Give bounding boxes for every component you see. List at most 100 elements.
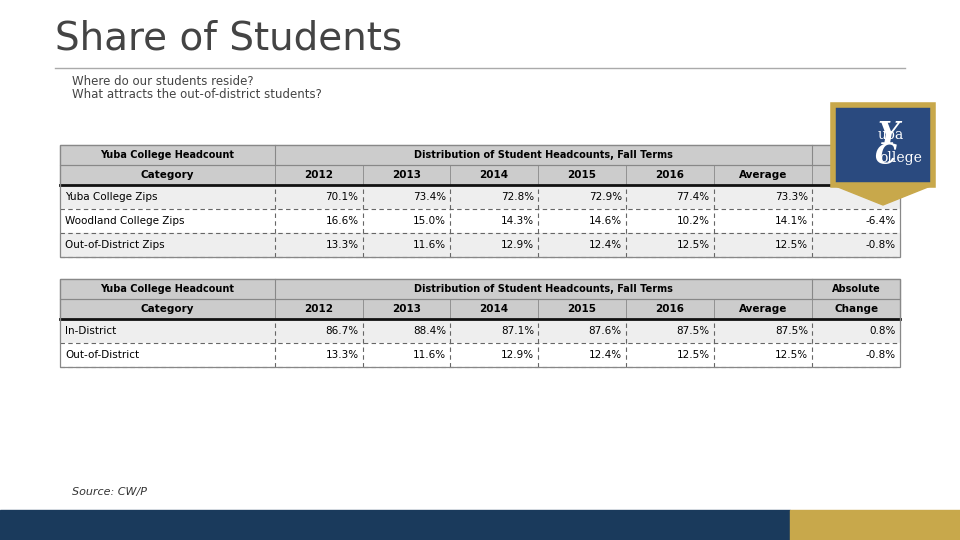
Text: Absolute: Absolute [831,284,880,294]
Text: 2016: 2016 [655,170,684,180]
Bar [363,299,450,319]
Bar [626,299,713,319]
Bar [833,105,933,185]
Text: In-District: In-District [65,326,116,336]
Bar [790,510,960,540]
Text: Yuba College Zips: Yuba College Zips [65,192,157,202]
Bar [60,145,275,165]
Polygon shape [833,185,933,205]
Text: Yuba College Headcount: Yuba College Headcount [101,284,234,294]
Text: 12.4%: 12.4% [588,350,622,360]
Bar [60,279,900,367]
Bar [275,279,812,299]
Text: 86.7%: 86.7% [325,326,358,336]
Bar [626,165,713,185]
Bar [60,279,275,299]
Bar [60,299,275,319]
Text: Average: Average [738,170,787,180]
Text: 73.3%: 73.3% [775,192,808,202]
Text: 11.6%: 11.6% [413,240,446,250]
Text: 7.3%: 7.3% [870,192,896,202]
Text: 14.6%: 14.6% [588,216,622,226]
Text: Y: Y [877,119,899,151]
Text: 87.5%: 87.5% [775,326,808,336]
Text: 12.5%: 12.5% [775,240,808,250]
Bar [450,299,538,319]
Bar [60,279,900,299]
Text: 2013: 2013 [392,304,420,314]
Text: 2013: 2013 [392,170,420,180]
Text: 77.4%: 77.4% [677,192,709,202]
Text: 2012: 2012 [304,170,333,180]
Text: Distribution of Student Headcounts, Fall Terms: Distribution of Student Headcounts, Fall… [414,284,673,294]
Text: 87.6%: 87.6% [588,326,622,336]
Text: 87.1%: 87.1% [501,326,534,336]
Bar [60,185,900,209]
Text: Share of Students: Share of Students [55,20,402,58]
Text: Change: Change [834,304,878,314]
Bar [60,233,900,257]
Text: 72.9%: 72.9% [588,192,622,202]
Bar [812,279,900,299]
Bar [713,165,812,185]
Bar [275,145,812,165]
Text: 12.5%: 12.5% [775,350,808,360]
Text: 2015: 2015 [567,304,596,314]
Text: 13.3%: 13.3% [325,350,358,360]
Bar [60,319,900,343]
Text: 87.5%: 87.5% [677,326,709,336]
Text: 2014: 2014 [480,304,509,314]
Text: 12.4%: 12.4% [588,240,622,250]
Text: 70.1%: 70.1% [325,192,358,202]
Bar [60,145,900,165]
Bar [713,299,812,319]
Text: 72.8%: 72.8% [501,192,534,202]
Text: Where do our students reside?: Where do our students reside? [72,75,253,88]
Bar [538,165,626,185]
Bar [812,165,900,185]
Text: 0.8%: 0.8% [870,326,896,336]
Text: 12.5%: 12.5% [677,240,709,250]
Text: -0.8%: -0.8% [866,240,896,250]
Bar [275,165,363,185]
Text: Category: Category [141,304,194,314]
Bar [838,107,928,183]
Text: -6.4%: -6.4% [866,216,896,226]
Bar [60,299,900,319]
Text: 73.4%: 73.4% [413,192,446,202]
Bar [275,299,363,319]
Text: 10.2%: 10.2% [677,216,709,226]
Text: 2016: 2016 [655,304,684,314]
Bar [538,299,626,319]
Text: 12.9%: 12.9% [501,240,534,250]
Text: C: C [875,144,897,171]
Text: Average: Average [738,304,787,314]
Text: 13.3%: 13.3% [325,240,358,250]
Text: 88.4%: 88.4% [413,326,446,336]
Bar [812,299,900,319]
Bar [363,165,450,185]
Text: Out-of-District: Out-of-District [65,350,139,360]
Text: 2015: 2015 [567,170,596,180]
Text: 16.6%: 16.6% [325,216,358,226]
Bar [60,343,900,367]
Bar [60,165,275,185]
Text: 14.1%: 14.1% [775,216,808,226]
Text: 14.3%: 14.3% [501,216,534,226]
Bar [833,105,933,185]
Text: What attracts the out-of-district students?: What attracts the out-of-district studen… [72,88,322,101]
Text: Category: Category [141,170,194,180]
Text: Yuba College Headcount: Yuba College Headcount [101,150,234,160]
Text: 11.6%: 11.6% [413,350,446,360]
Text: -0.8%: -0.8% [866,350,896,360]
Text: Distribution of Student Headcounts, Fall Terms: Distribution of Student Headcounts, Fall… [414,150,673,160]
Text: Change: Change [834,170,878,180]
Text: 2014: 2014 [480,170,509,180]
Text: Woodland College Zips: Woodland College Zips [65,216,184,226]
Bar [60,145,900,257]
Text: 15.0%: 15.0% [414,216,446,226]
Text: Out-of-District Zips: Out-of-District Zips [65,240,164,250]
Text: 12.9%: 12.9% [501,350,534,360]
Text: uba: uba [878,128,904,142]
Bar [0,510,790,540]
